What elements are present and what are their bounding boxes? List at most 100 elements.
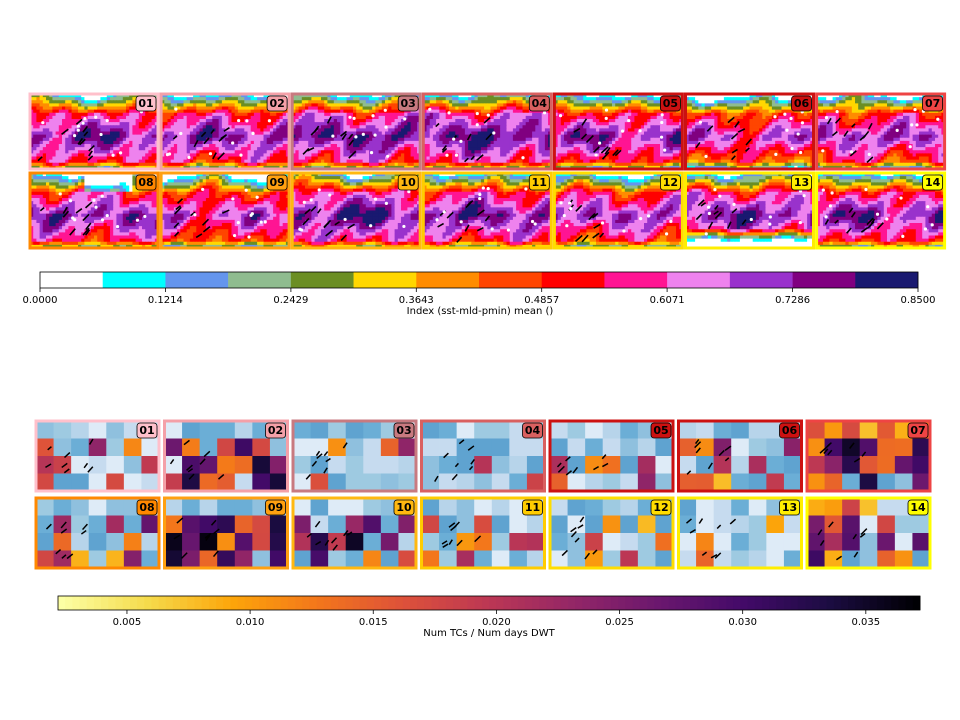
sst-cell: [186, 144, 191, 148]
sst-cell: [269, 125, 274, 129]
sst-cell: [487, 140, 491, 145]
sst-cell: [138, 156, 143, 161]
sst-cell: [487, 100, 491, 104]
sst-cell: [589, 159, 594, 164]
sst-cell: [321, 153, 325, 157]
sst-cell: [199, 150, 204, 154]
sst-cell: [602, 122, 606, 126]
sst-cell: [250, 156, 255, 161]
sst-cell: [608, 103, 613, 107]
sst-cell: [516, 156, 520, 161]
sst-cell: [116, 109, 120, 114]
sst-cell: [570, 125, 574, 129]
sst-cell: [391, 100, 395, 104]
sst-cell: [573, 122, 578, 126]
sst-cell: [560, 100, 565, 104]
sst-cell: [173, 112, 178, 117]
sst-cell: [260, 112, 264, 117]
sst-cell: [464, 162, 469, 167]
sst-cell: [36, 125, 40, 129]
sst-cell: [615, 115, 619, 120]
sst-cell: [580, 125, 584, 129]
sst-cell: [544, 115, 549, 120]
sst-cell: [295, 153, 299, 157]
sst-cell: [49, 122, 53, 126]
sst-cell: [490, 112, 495, 117]
sst-cell: [560, 150, 565, 154]
tc-point: [245, 119, 249, 123]
sst-cell: [46, 131, 50, 136]
sst-cell: [62, 119, 66, 123]
sst-cell: [247, 153, 252, 157]
sst-cell: [372, 131, 376, 136]
sst-cell: [202, 106, 207, 111]
sst-cell: [404, 147, 408, 151]
sst-cell: [397, 147, 402, 151]
sst-cell: [84, 140, 88, 145]
sst-cell: [493, 156, 498, 161]
sst-cell: [381, 112, 386, 117]
sst-cell: [84, 156, 88, 161]
sst-cell: [205, 109, 210, 114]
sst-cell: [596, 134, 600, 139]
sst-cell: [263, 140, 268, 145]
sst-cell: [71, 103, 76, 107]
sst-cell: [234, 162, 239, 167]
sst-cell: [477, 119, 482, 123]
sst-cell: [314, 100, 319, 104]
sst-cell: [148, 128, 152, 132]
sst-cell: [394, 140, 399, 145]
sst-cell: [151, 128, 156, 132]
sst-cell: [199, 122, 204, 126]
sst-cell: [369, 109, 373, 114]
sst-cell: [279, 150, 284, 154]
sst-cell: [343, 128, 347, 132]
sst-cell: [68, 131, 72, 136]
sst-cell: [263, 156, 268, 161]
sst-cell: [490, 144, 495, 148]
sst-cell: [84, 97, 88, 101]
sst-cell: [612, 119, 616, 123]
sst-cell: [768, 97, 773, 101]
sst-cell: [410, 137, 415, 142]
sst-cell: [496, 122, 501, 126]
sst-cell: [253, 156, 258, 161]
sst-cell: [586, 125, 590, 129]
sst-cell: [68, 109, 72, 114]
sst-cell: [525, 144, 530, 148]
sst-cell: [356, 125, 360, 129]
sst-cell: [445, 119, 450, 123]
sst-cell: [81, 97, 85, 101]
sst-cell: [65, 112, 69, 117]
sst-cell: [573, 100, 578, 104]
sst-cell: [151, 156, 156, 161]
sst-cell: [186, 119, 191, 123]
sst-cell: [663, 162, 667, 167]
sst-cell: [231, 144, 236, 148]
island-mark: [37, 156, 43, 162]
sst-cell: [314, 156, 319, 161]
sst-cell: [362, 97, 367, 101]
sst-cell: [273, 128, 277, 132]
sst-cell: [71, 112, 76, 117]
sst-cell: [180, 106, 184, 111]
sst-cell: [519, 144, 523, 148]
sst-cell: [631, 153, 635, 157]
sst-cell: [225, 147, 229, 151]
sst-cell: [365, 137, 370, 142]
sst-cell: [183, 94, 188, 98]
sst-cell: [372, 128, 376, 132]
sst-cell: [142, 112, 146, 117]
sst-cell: [605, 128, 610, 132]
sst-cell: [624, 140, 629, 145]
sst-cell: [730, 97, 734, 101]
sst-cell: [500, 109, 504, 114]
sst-cell: [560, 97, 565, 101]
sst-cell: [522, 128, 527, 132]
sst-cell: [535, 112, 539, 117]
sst-cell: [269, 112, 274, 117]
island-mark: [476, 154, 484, 162]
sst-cell: [119, 115, 124, 120]
sst-cell: [624, 103, 629, 107]
sst-cell: [500, 137, 504, 142]
